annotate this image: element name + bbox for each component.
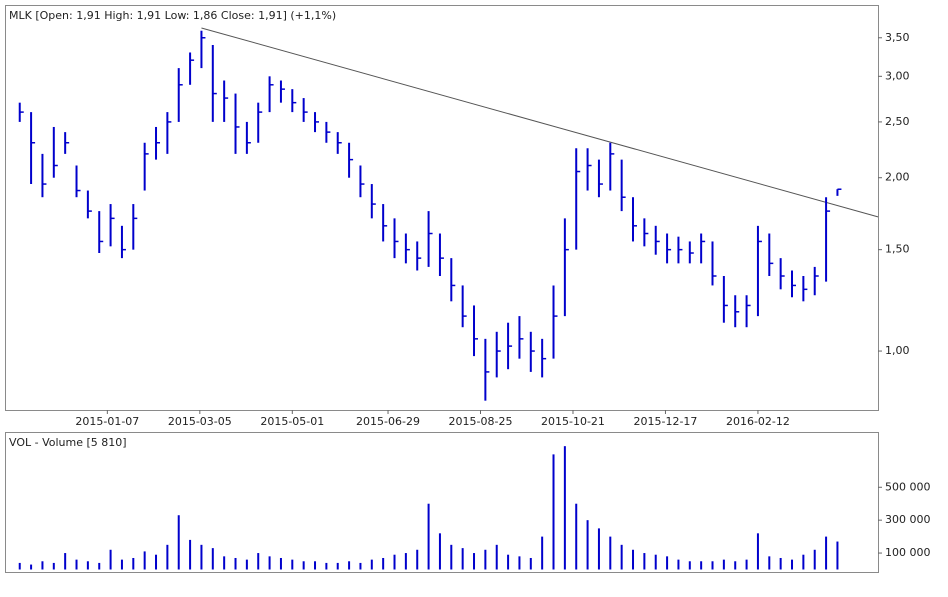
volume-bar	[268, 556, 271, 570]
volume-bar	[632, 549, 635, 570]
volume-bar	[30, 564, 33, 570]
volume-bar	[586, 520, 589, 570]
volume-bar	[677, 559, 680, 570]
volume-bar	[336, 562, 339, 570]
volume-bar	[756, 533, 759, 570]
y-tick-label: 300 000	[885, 513, 931, 526]
x-tick-label: 2015-03-05	[168, 415, 232, 428]
volume-bar	[382, 557, 385, 570]
volume-bar	[109, 549, 112, 570]
volume-title: VOL - Volume [5 810]	[9, 436, 127, 449]
volume-bar	[779, 557, 782, 570]
y-tick-label: 1,00	[885, 344, 910, 357]
volume-bar	[200, 544, 203, 570]
volume-bar	[245, 559, 248, 570]
x-tick-label: 2015-08-25	[449, 415, 513, 428]
volume-bar	[700, 561, 703, 570]
volume-bar	[234, 557, 237, 570]
volume-bar	[52, 562, 55, 570]
volume-bar	[211, 548, 214, 570]
trendline	[201, 27, 879, 218]
volume-bar	[98, 562, 101, 570]
x-tick-label: 2015-06-29	[356, 415, 420, 428]
volume-bar	[688, 561, 691, 570]
x-tick-label: 2015-01-07	[75, 415, 139, 428]
volume-bar	[166, 544, 169, 570]
volume-bar	[722, 559, 725, 570]
volume-bar	[325, 562, 328, 570]
x-tick-label: 2015-10-21	[541, 415, 605, 428]
volume-bar	[314, 561, 317, 570]
volume-panel	[5, 432, 879, 573]
volume-bar	[654, 554, 657, 570]
volume-bar	[745, 559, 748, 570]
volume-bar	[791, 559, 794, 570]
volume-bar	[552, 454, 555, 570]
price-panel	[5, 5, 879, 411]
volume-bar	[279, 557, 282, 570]
y-tick-label: 100 000	[885, 546, 931, 559]
x-tick-label: 2016-02-12	[726, 415, 790, 428]
volume-bar	[75, 559, 78, 570]
volume-bar	[86, 561, 89, 570]
volume-bar	[473, 553, 476, 570]
volume-bar	[575, 503, 578, 570]
volume-bar	[609, 536, 612, 570]
y-tick-label: 500 000	[885, 480, 931, 493]
volume-bar	[416, 549, 419, 570]
volume-bar	[620, 544, 623, 570]
volume-bar	[427, 503, 430, 570]
volume-bar	[257, 553, 260, 570]
x-tick-label: 2015-05-01	[260, 415, 324, 428]
volume-bar	[18, 562, 21, 570]
volume-bar	[438, 533, 441, 570]
volume-bar	[143, 551, 146, 570]
volume-bar	[348, 561, 351, 570]
volume-bar	[302, 561, 305, 570]
volume-bar	[404, 553, 407, 570]
y-tick-label: 1,50	[885, 243, 910, 256]
volume-bar	[495, 544, 498, 570]
volume-bar	[359, 562, 362, 570]
volume-bar	[836, 541, 839, 570]
volume-bar	[813, 549, 816, 570]
volume-bar	[64, 553, 67, 570]
volume-bar	[734, 561, 737, 570]
volume-bar	[563, 446, 566, 570]
volume-bar	[223, 556, 226, 570]
volume-bar	[370, 559, 373, 570]
volume-bar	[155, 554, 158, 570]
volume-bar	[597, 528, 600, 570]
volume-bar	[518, 556, 521, 570]
volume-bar	[177, 515, 180, 570]
volume-bar	[291, 559, 294, 570]
volume-bar	[529, 557, 532, 570]
volume-bar	[120, 559, 123, 570]
y-tick-label: 2,50	[885, 115, 910, 128]
x-tick-label: 2015-12-17	[633, 415, 697, 428]
price-title: MLK [Open: 1,91 High: 1,91 Low: 1,86 Clo…	[9, 9, 336, 22]
volume-bar	[507, 554, 510, 570]
volume-bar	[768, 556, 771, 570]
volume-bar	[711, 561, 714, 570]
volume-bar	[484, 549, 487, 570]
volume-bar	[541, 536, 544, 570]
volume-bar	[132, 557, 135, 570]
volume-bar	[41, 561, 44, 570]
y-tick-label: 3,00	[885, 69, 910, 82]
volume-bar	[189, 539, 192, 570]
volume-bar	[666, 556, 669, 570]
y-tick-label: 3,50	[885, 31, 910, 44]
volume-bar	[393, 554, 396, 570]
volume-bar	[802, 554, 805, 570]
volume-bar	[461, 548, 464, 570]
volume-bar	[825, 536, 828, 570]
volume-bar	[450, 544, 453, 570]
y-tick-label: 2,00	[885, 171, 910, 184]
volume-bar	[643, 553, 646, 570]
